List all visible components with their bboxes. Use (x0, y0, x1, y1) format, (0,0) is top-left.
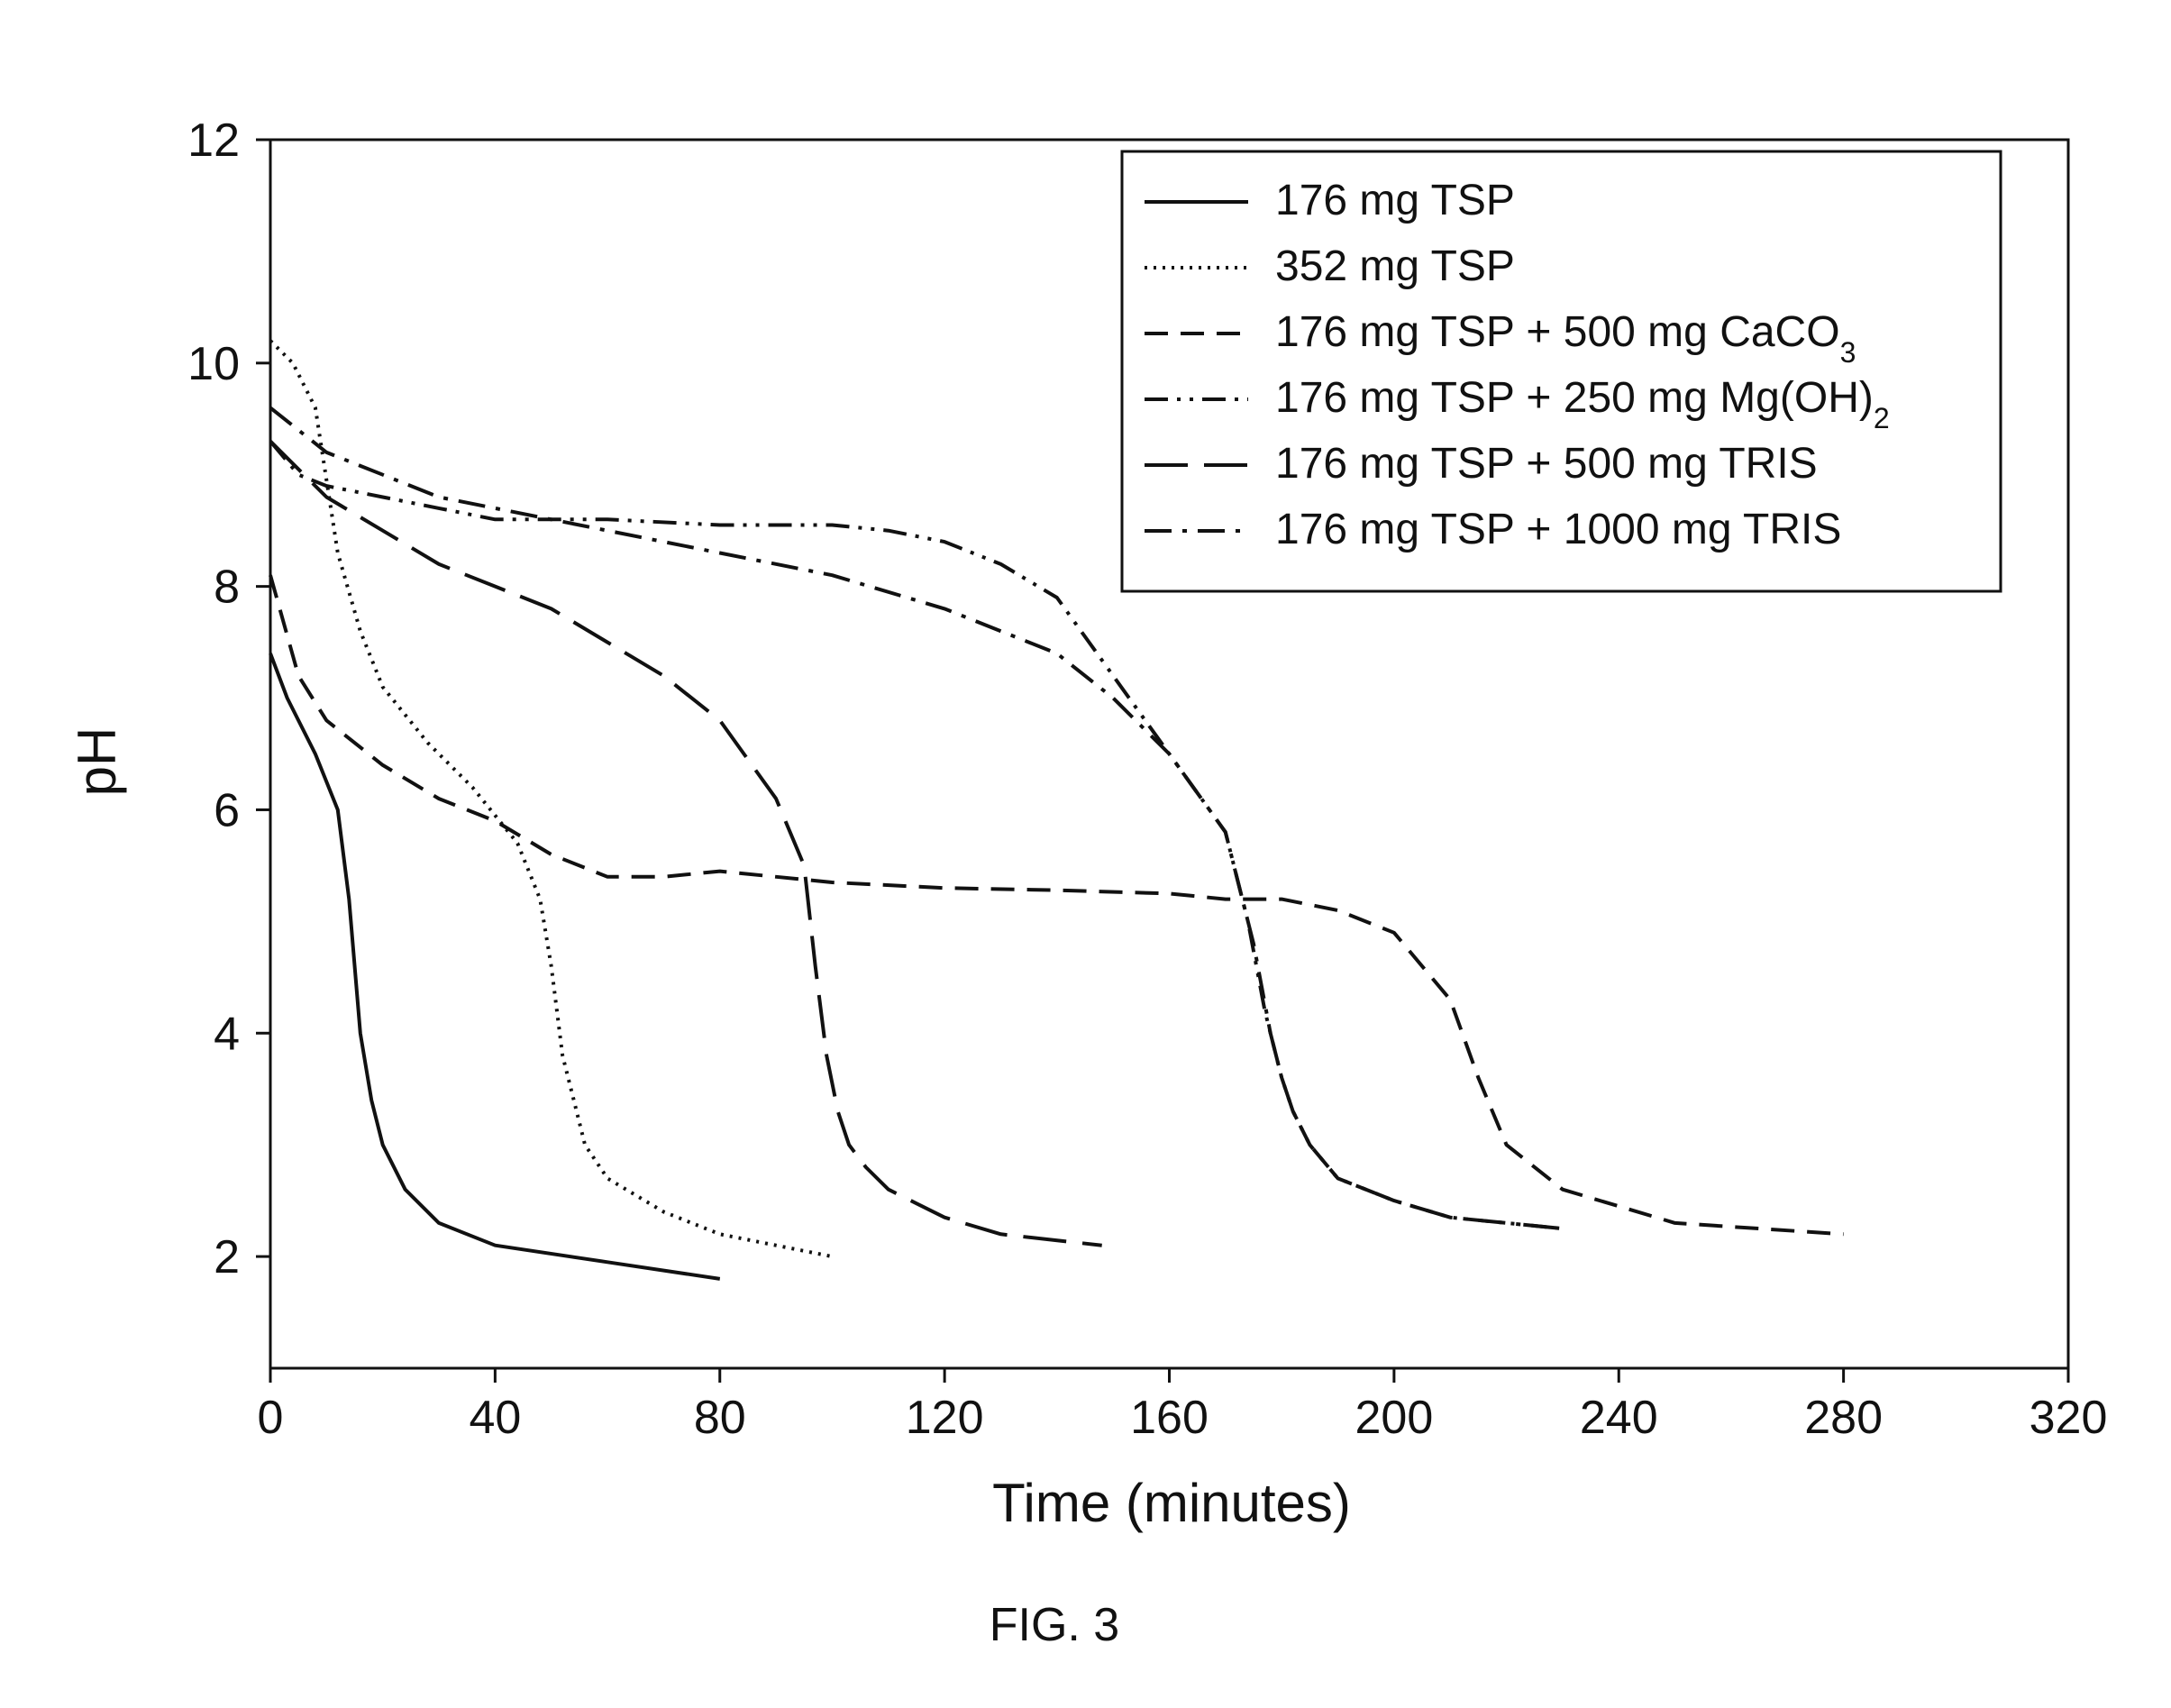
series-line-1 (269, 653, 721, 1281)
series-line-3 (269, 574, 1844, 1237)
y-tick-label: 12 (187, 114, 240, 167)
legend-label-1: 176 mg TSP (1275, 177, 1515, 224)
series-line-2 (269, 339, 833, 1259)
y-tick-label: 2 (214, 1231, 240, 1283)
series-layer (269, 339, 1844, 1281)
y-tick-label: 6 (214, 784, 240, 836)
legend-label-6: 176 mg TSP + 1000 mg TRIS (1275, 506, 1841, 553)
legend-label-subscript: 3 (1840, 336, 1856, 369)
ticks-layer: 0 40 80 120 160 200 240 280 320 2 4 6 8 10 12 (187, 114, 2107, 1444)
series-line-4 (269, 440, 1564, 1231)
legend-label-5: 176 mg TSP + 500 mg TRIS (1275, 440, 1818, 488)
x-tick-label: 200 (1355, 1392, 1433, 1444)
legend-label-subscript: 2 (1874, 402, 1890, 434)
y-tick-label: 10 (187, 338, 240, 390)
series-line-6 (269, 406, 1564, 1231)
x-tick-label: 240 (1580, 1392, 1658, 1444)
x-tick-label: 320 (2030, 1392, 2108, 1444)
x-tick-label: 80 (694, 1392, 746, 1444)
x-tick-label: 160 (1130, 1392, 1209, 1444)
x-tick-label: 280 (1804, 1392, 1883, 1444)
legend-box (1120, 150, 2002, 593)
figure-caption: FIG. 3 (990, 1599, 1119, 1651)
x-tick-label: 120 (906, 1392, 984, 1444)
legend: 176 mg TSP 352 mg TSP 176 mg TSP + 500 mg … (1120, 150, 2002, 593)
series-line-5 (269, 440, 1102, 1247)
x-tick-label: 40 (469, 1392, 521, 1444)
y-axis-title: pH (67, 727, 127, 797)
y-tick-label: 4 (214, 1008, 240, 1060)
x-tick-label: 0 (258, 1392, 284, 1444)
legend-label-2: 352 mg TSP (1275, 242, 1515, 290)
x-axis-title: Time (minutes) (992, 1473, 1351, 1533)
y-tick-label: 8 (214, 562, 240, 614)
